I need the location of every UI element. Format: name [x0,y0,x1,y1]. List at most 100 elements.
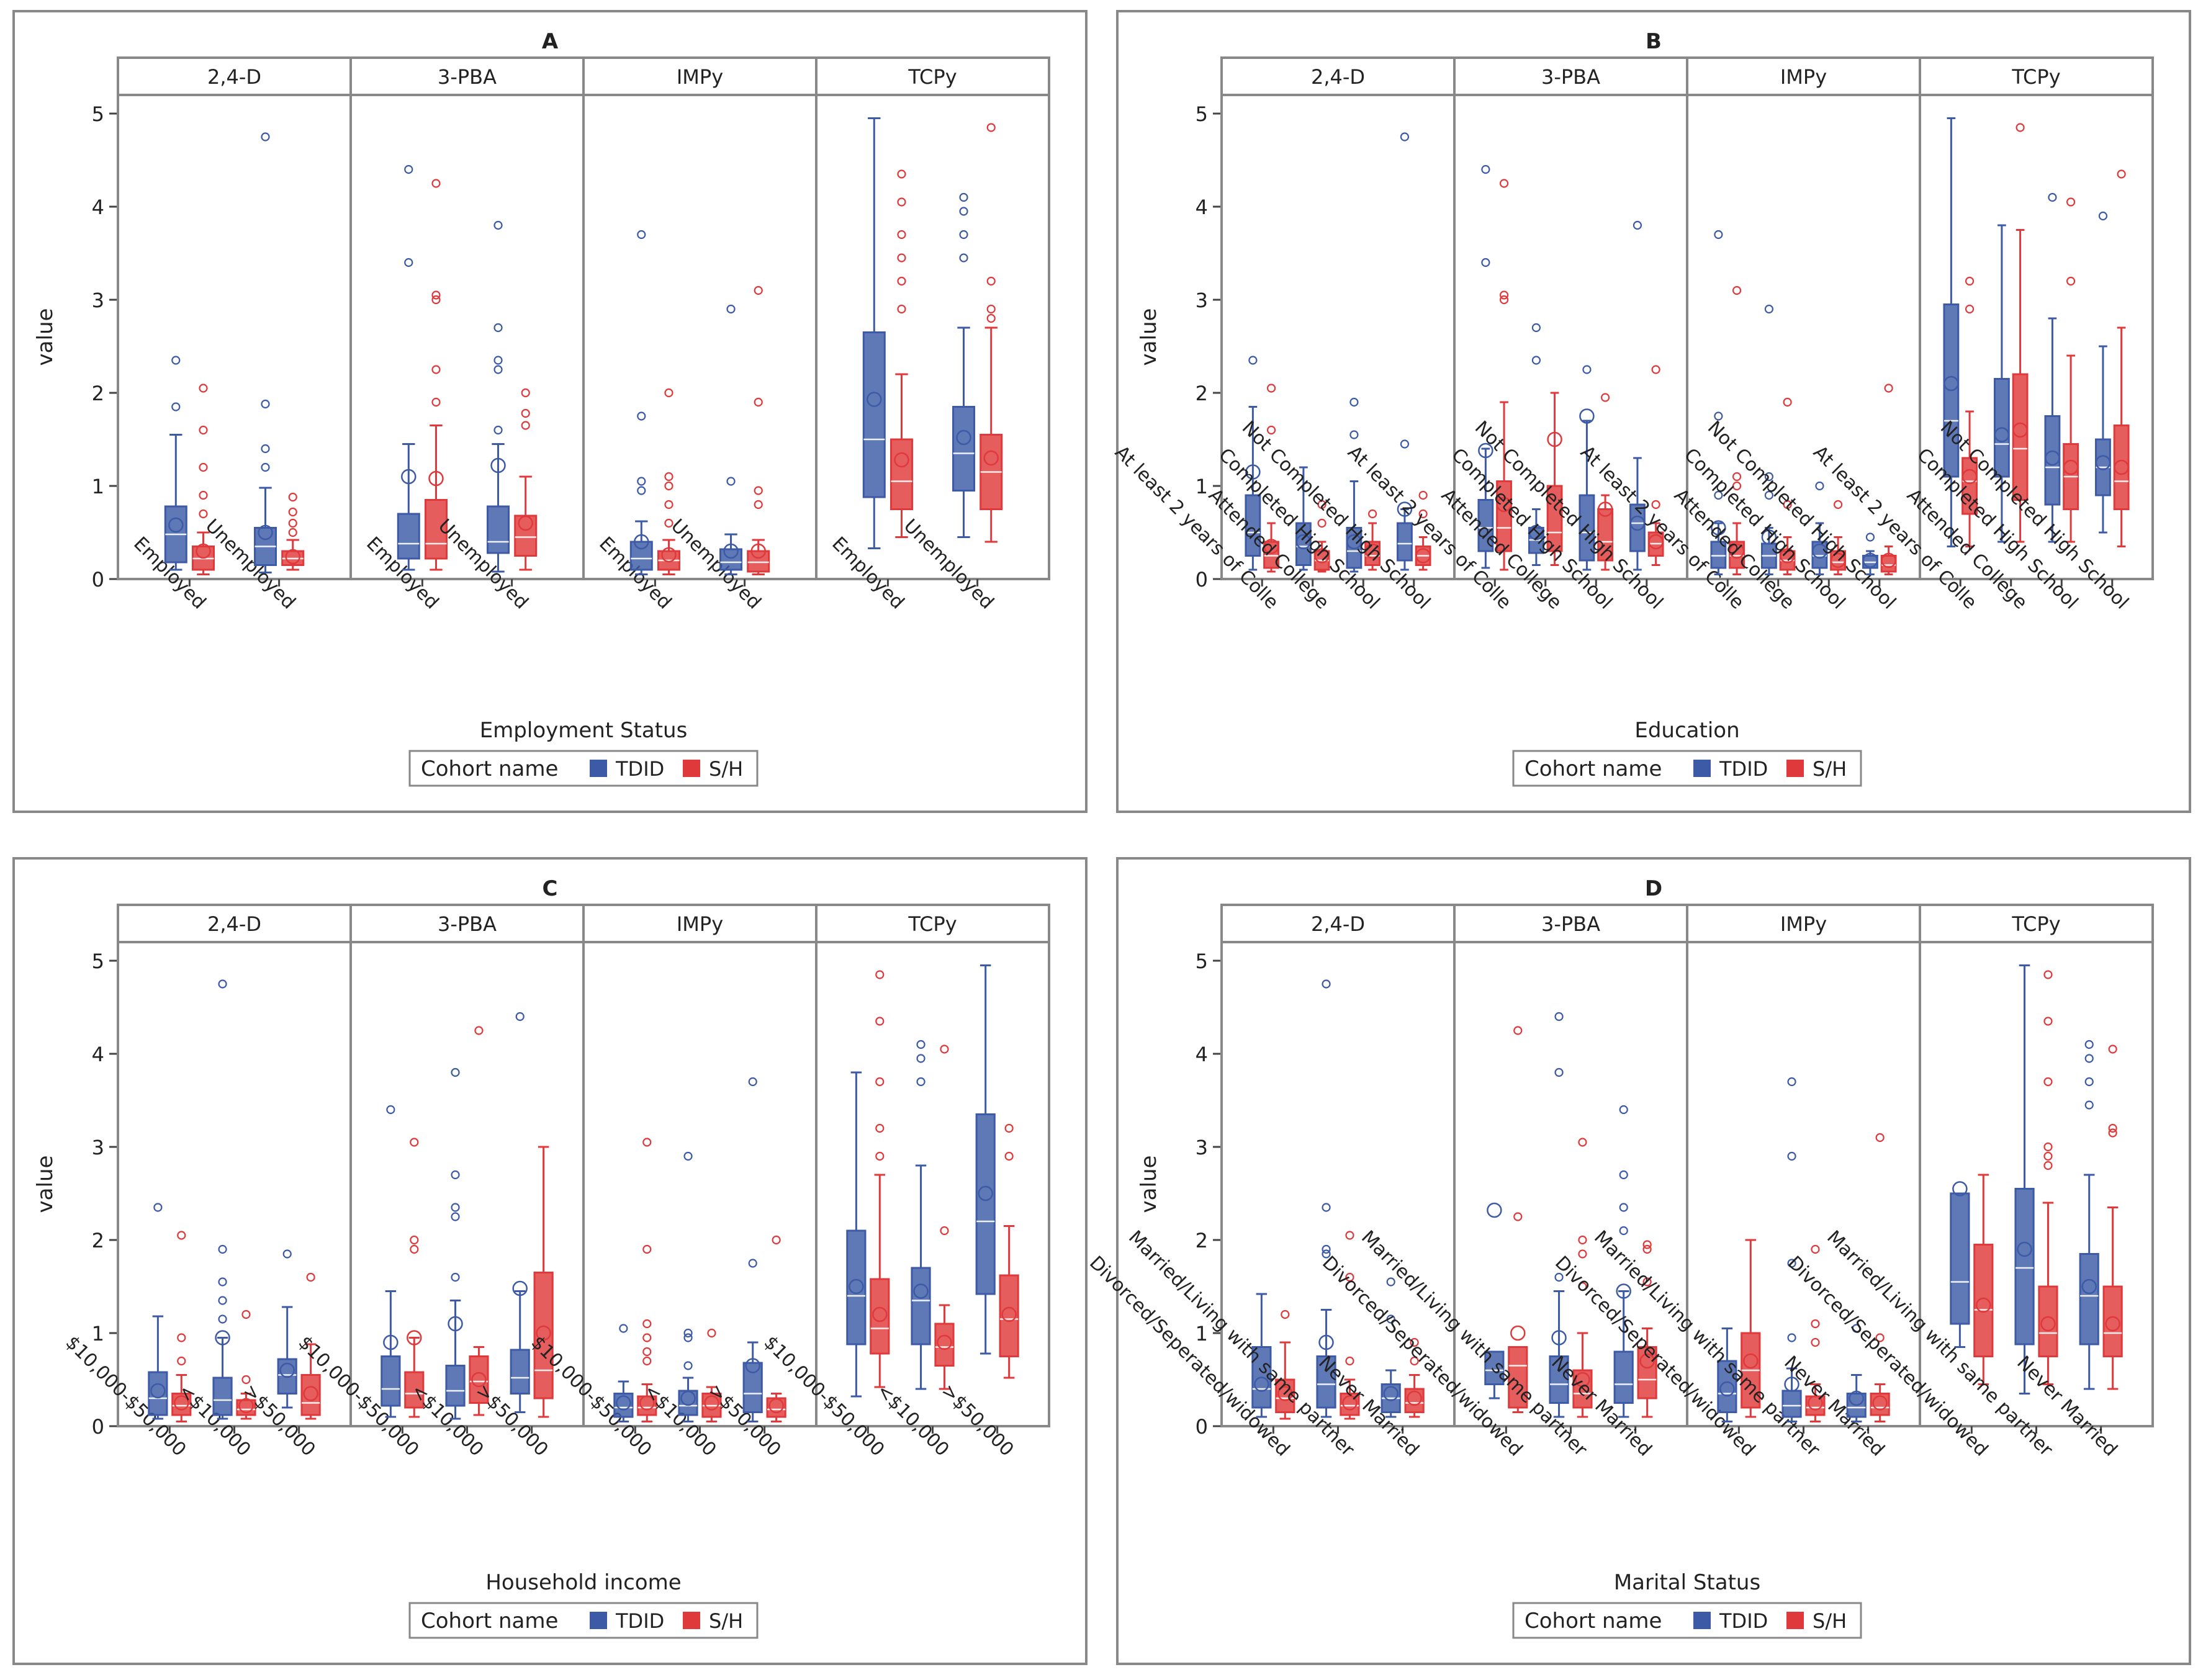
box-mean [238,1398,254,1414]
panel-title: D [1645,876,1662,901]
outlier-point [2108,1128,2117,1138]
y-axis-label: value [33,308,58,366]
outlier-point [1764,490,1774,500]
outlier-point [1642,1277,1652,1287]
outlier-point [2117,169,2126,179]
y-tick-label: 2 [1196,382,1208,405]
box-iqr [1263,541,1279,569]
outlier-point [683,1328,693,1338]
legend-swatch-tdid [1693,1612,1711,1629]
outlier-point [683,1361,693,1370]
box-iqr [397,513,420,560]
outlier-point [288,518,297,528]
x-axis-label: Education [1634,718,1739,743]
y-tick-label: 5 [1196,102,1208,126]
box-mean [2040,1316,2056,1332]
outlier-point [986,313,996,323]
outlier-point [637,230,646,240]
outlier-point [619,1324,628,1333]
y-tick-label: 2 [1196,1229,1208,1252]
box-iqr [212,1377,233,1416]
outlier-point [261,399,270,409]
box-mean [768,1398,784,1414]
box-tdid [629,230,653,575]
outlier-point [386,1105,395,1115]
legend-label-sh: S/H [1813,757,1847,781]
box-tdid [381,1105,401,1418]
legend-title: Cohort name [1525,1609,1662,1633]
outlier-point [451,1170,460,1180]
box-mean [1478,442,1493,459]
box-tdid [1245,356,1261,571]
facet-label: TCPy [2011,65,2060,89]
box-mean [1780,548,1795,564]
outlier-point [410,1235,419,1245]
outlier-point [218,1314,227,1324]
box-iqr [1397,522,1413,562]
box-iqr [2079,1253,2099,1345]
legend-label-sh: S/H [709,757,743,781]
outlier-point [1875,1333,1885,1342]
box-sh [1364,509,1381,571]
box-tdid [1549,1012,1569,1418]
box-mean [1575,1372,1590,1388]
box-mean [2045,450,2060,466]
outlier-point [707,1328,716,1338]
facet-label: TCPy [908,65,957,89]
facet-label: 2,4-D [1311,912,1365,936]
outlier-point [897,304,906,314]
outlier-point [1386,1314,1395,1324]
box-tdid [277,1249,297,1409]
outlier-point [1322,979,1331,989]
box-mean [2081,1278,2097,1295]
outlier-point [1764,304,1774,314]
box-iqr [742,1362,763,1413]
box-sh [2038,970,2058,1385]
box-sh [657,388,680,575]
outlier-point [664,518,673,528]
outlier-point [493,425,503,435]
y-axis-label: value [33,1156,58,1213]
box-mean [2017,1241,2032,1257]
outlier-point [1317,500,1326,510]
outlier-point [261,132,270,141]
box-sh [1496,179,1512,571]
outlier-point [2043,1077,2053,1087]
outlier-point [1499,290,1509,300]
box-sh [1546,392,1563,566]
x-axis-label: Employment Status [480,718,688,743]
outlier-point [306,1272,315,1282]
box-sh [2063,197,2079,543]
box-tdid [1629,220,1646,571]
y-axis-label: value [1137,308,1161,366]
box-iqr [510,1349,530,1395]
box-tdid [212,979,233,1420]
box-tdid [487,220,510,573]
outlier-point [1619,1170,1628,1180]
box-tdid [1862,532,1878,575]
outlier-point [726,304,736,314]
box-mean [978,1185,993,1202]
y-tick-label: 1 [1196,475,1208,498]
box-tdid [2079,1040,2099,1390]
outlier-point [642,1319,652,1329]
facet-strip [1919,904,2154,943]
outlier-point [404,258,413,267]
outlier-point [218,979,227,989]
box-mean [1743,1353,1759,1369]
facet-label: TCPy [2011,912,2060,936]
y-tick-label: 4 [1196,1043,1208,1066]
box-tdid [742,1077,763,1422]
outlier-point [1578,1249,1587,1259]
outlier-point [664,472,673,482]
box-mean [1318,1334,1334,1350]
box-sh [934,1044,955,1390]
box-mean [258,524,273,541]
box-tdid [164,356,187,571]
box-mean [1711,520,1726,536]
outlier-point [875,970,885,979]
box-sh [281,492,305,571]
box-iqr [1316,1355,1336,1409]
facet-strip [1919,56,2154,96]
outlier-point [199,462,208,472]
